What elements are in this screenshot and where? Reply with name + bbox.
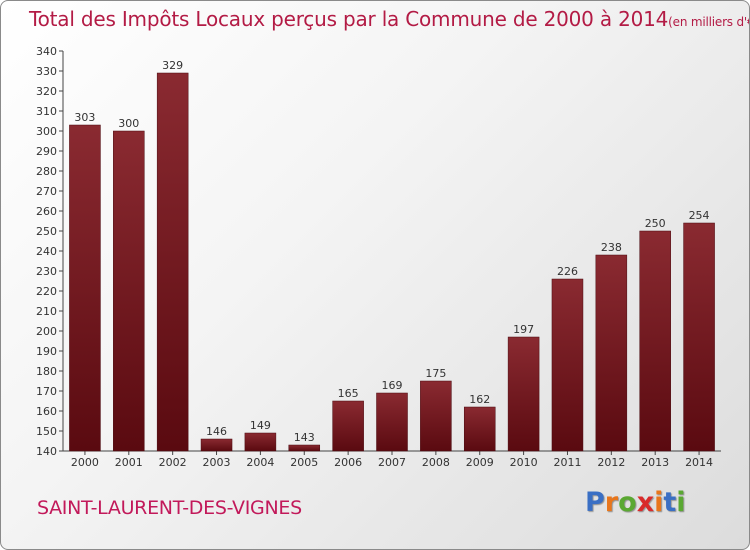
bar xyxy=(200,438,233,452)
data-labels: 303 300 329 146 149 143 165 169 175 162 197 226 238 2… xyxy=(74,59,709,444)
y-tick-label: 210 xyxy=(36,305,57,318)
logo-letter: i xyxy=(676,487,686,518)
bar-value-label: 169 xyxy=(382,379,403,392)
bar-value-label: 250 xyxy=(645,217,666,230)
bar-value-label: 162 xyxy=(469,393,490,406)
y-tick-label: 270 xyxy=(36,185,57,198)
y-tick-label: 190 xyxy=(36,345,57,358)
bar-value-label: 226 xyxy=(557,265,578,278)
title-text: Total des Impôts Locaux perçus par la Co… xyxy=(29,7,669,31)
bar-value-label: 146 xyxy=(206,425,227,438)
x-tick-label: 2002 xyxy=(159,456,187,469)
bar-value-label: 149 xyxy=(250,419,271,432)
bar xyxy=(113,130,145,452)
logo-letter: t xyxy=(663,487,677,518)
y-tick-label: 140 xyxy=(36,445,57,458)
x-tick-label: 2000 xyxy=(71,456,99,469)
bar-value-label: 197 xyxy=(513,323,534,336)
y-tick-label: 240 xyxy=(36,245,57,258)
x-tick-label: 2003 xyxy=(203,456,231,469)
x-axis: 2000 2001 2002 2003 2004 2005 2006 2007 2008 2009… xyxy=(63,450,721,469)
y-tick-label: 300 xyxy=(36,125,57,138)
y-tick-label: 260 xyxy=(36,205,57,218)
bar xyxy=(551,278,584,452)
bar-value-label: 238 xyxy=(601,241,622,254)
y-tick-label: 150 xyxy=(36,425,57,438)
y-tick-label: 290 xyxy=(36,145,57,158)
bar xyxy=(244,432,277,452)
x-tick-label: 2011 xyxy=(553,456,581,469)
bar xyxy=(639,230,671,452)
x-tick-label: 2012 xyxy=(597,456,625,469)
y-tick-label: 250 xyxy=(36,225,57,238)
bar-value-label: 329 xyxy=(162,59,183,72)
logo-letter: o xyxy=(618,487,637,518)
bar-value-label: 175 xyxy=(425,367,446,380)
y-tick-label: 230 xyxy=(36,265,57,278)
bar xyxy=(288,444,321,452)
bar-value-label: 143 xyxy=(294,431,315,444)
bar xyxy=(420,380,452,452)
x-tick-label: 2014 xyxy=(685,456,713,469)
y-tick-label: 320 xyxy=(36,85,57,98)
x-tick-label: 2008 xyxy=(422,456,450,469)
bar xyxy=(463,406,496,452)
bar xyxy=(595,254,628,452)
bar xyxy=(69,124,101,452)
y-tick-label: 160 xyxy=(36,405,57,418)
x-tick-label: 2007 xyxy=(378,456,406,469)
y-axis: 140 150 160 170 180 190 200 210 220 230 240 250 260 2… xyxy=(36,45,64,458)
bar xyxy=(507,336,540,452)
bars xyxy=(69,72,715,452)
x-tick-label: 2004 xyxy=(246,456,274,469)
bar xyxy=(156,72,189,452)
x-tick-label: 2013 xyxy=(641,456,669,469)
x-tick-label: 2001 xyxy=(115,456,143,469)
logo-letter: r xyxy=(604,487,619,518)
y-tick-label: 220 xyxy=(36,285,57,298)
logo-letter: P xyxy=(585,487,605,518)
x-tick-label: 2005 xyxy=(290,456,318,469)
bar xyxy=(683,222,715,452)
bar-value-label: 165 xyxy=(338,387,359,400)
bar-value-label: 300 xyxy=(118,117,139,130)
x-tick-label: 2006 xyxy=(334,456,362,469)
y-tick-label: 330 xyxy=(36,65,57,78)
chart-title: Total des Impôts Locaux perçus par la Co… xyxy=(29,7,750,31)
bar-value-label: 303 xyxy=(74,111,95,124)
logo-letter: x xyxy=(636,487,655,518)
y-tick-label: 310 xyxy=(36,105,57,118)
bar xyxy=(332,400,364,452)
proxiti-logo: Proxiti xyxy=(585,487,686,518)
logo-letter: i xyxy=(654,487,664,518)
y-tick-label: 280 xyxy=(36,165,57,178)
x-tick-label: 2010 xyxy=(510,456,538,469)
title-unit: (en milliers d'€) xyxy=(668,15,750,29)
commune-name: SAINT-LAURENT-DES-VIGNES xyxy=(37,497,302,519)
bar-value-label: 254 xyxy=(689,209,710,222)
y-tick-label: 180 xyxy=(36,365,57,378)
y-tick-label: 200 xyxy=(36,325,57,338)
x-tick-label: 2009 xyxy=(466,456,494,469)
y-tick-label: 340 xyxy=(36,45,57,58)
y-tick-label: 170 xyxy=(36,385,57,398)
bar xyxy=(376,392,408,452)
